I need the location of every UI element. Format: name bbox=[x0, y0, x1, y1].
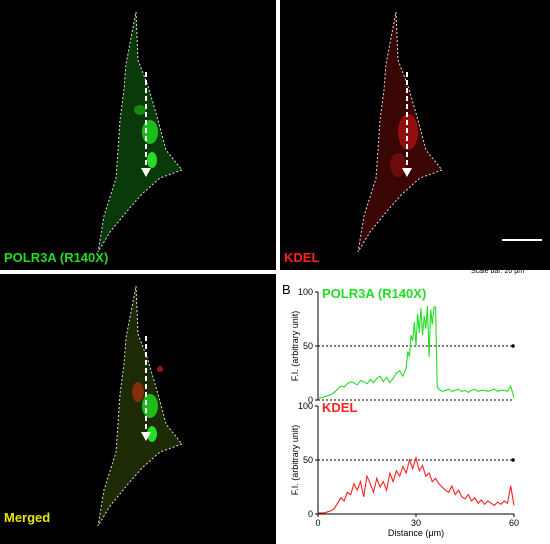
intensity-profile-plots: 0 50 100 F.I. (arbitrary unit) POLR3A (R140X… bbox=[290, 286, 519, 538]
merged-cell-image bbox=[97, 285, 183, 527]
plot1-y-label: F.I. (arbitrary unit) bbox=[290, 311, 300, 382]
green-channel-label: POLR3A (R140X) bbox=[4, 250, 109, 265]
red-micrograph: KDEL bbox=[280, 0, 550, 270]
plot2-y-tick-label: 0 bbox=[308, 509, 313, 519]
plot2-x-tick-label: 0 bbox=[315, 518, 320, 528]
plot1-series-line bbox=[318, 305, 515, 399]
green-cell-image bbox=[97, 11, 183, 253]
plot1-y-tick-label: 100 bbox=[298, 287, 313, 297]
merged-micrograph: Merged bbox=[0, 274, 276, 544]
panel-letter-b: B bbox=[282, 282, 291, 297]
plot1-y-tick-label: 50 bbox=[303, 341, 313, 351]
plot1-title: POLR3A (R140X) bbox=[322, 286, 426, 301]
red-channel-label: KDEL bbox=[284, 250, 320, 265]
plot2-y-tick-label: 100 bbox=[298, 401, 313, 411]
plot2-x-label: Distance (μm) bbox=[388, 528, 444, 538]
plot1-y-tick-label: 0 bbox=[308, 395, 313, 405]
red-cell-image bbox=[357, 11, 542, 253]
plot2-threshold-marker bbox=[511, 458, 515, 462]
plot2-title: KDEL bbox=[322, 400, 357, 415]
plot1-threshold-marker bbox=[511, 344, 515, 348]
plot2-x-tick-label: 30 bbox=[411, 518, 421, 528]
plot2-y-label: F.I. (arbitrary unit) bbox=[290, 425, 300, 496]
plot2-y-tick-label: 50 bbox=[303, 455, 313, 465]
plot2-series-line bbox=[318, 455, 515, 514]
scale-bar-label: Scale bar: 20 μm bbox=[471, 268, 525, 275]
green-micrograph: POLR3A (R140X) bbox=[0, 0, 276, 270]
merged-label: Merged bbox=[4, 510, 51, 525]
plot2-x-tick-label: 60 bbox=[509, 518, 519, 528]
